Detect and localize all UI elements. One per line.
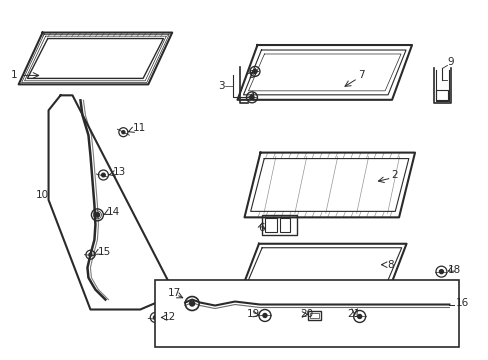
- Text: 11: 11: [132, 123, 145, 133]
- Text: 3: 3: [218, 81, 224, 91]
- Circle shape: [102, 173, 105, 177]
- Text: 9: 9: [447, 58, 453, 67]
- Circle shape: [252, 69, 256, 73]
- Text: 21: 21: [347, 310, 360, 319]
- Circle shape: [153, 316, 157, 319]
- Text: 5: 5: [247, 71, 254, 80]
- Text: 13: 13: [112, 167, 125, 177]
- Text: 1: 1: [11, 71, 17, 80]
- Circle shape: [122, 131, 124, 134]
- Bar: [262, 215, 296, 235]
- Circle shape: [439, 270, 443, 274]
- Circle shape: [357, 315, 361, 319]
- Circle shape: [189, 301, 194, 306]
- Text: 20: 20: [299, 310, 312, 319]
- Bar: [279, 218, 289, 232]
- Text: 4: 4: [247, 92, 254, 102]
- Text: 12: 12: [163, 312, 176, 323]
- Circle shape: [249, 95, 253, 99]
- Circle shape: [89, 253, 92, 256]
- Text: 16: 16: [454, 297, 468, 307]
- Text: 19: 19: [246, 310, 260, 319]
- Circle shape: [263, 314, 266, 318]
- Text: 10: 10: [36, 190, 49, 200]
- Circle shape: [95, 213, 100, 217]
- Text: 18: 18: [447, 265, 460, 275]
- Bar: [436, 90, 447, 100]
- Text: 17: 17: [168, 288, 181, 298]
- Bar: [264, 218, 276, 232]
- Bar: [309, 314, 318, 319]
- Bar: [307, 311, 320, 320]
- Text: 6: 6: [258, 223, 264, 233]
- Text: 14: 14: [106, 207, 120, 217]
- Text: 8: 8: [387, 260, 393, 270]
- Bar: [155, 280, 458, 347]
- Text: 15: 15: [97, 247, 110, 257]
- Text: 7: 7: [357, 71, 364, 80]
- Text: 2: 2: [391, 170, 397, 180]
